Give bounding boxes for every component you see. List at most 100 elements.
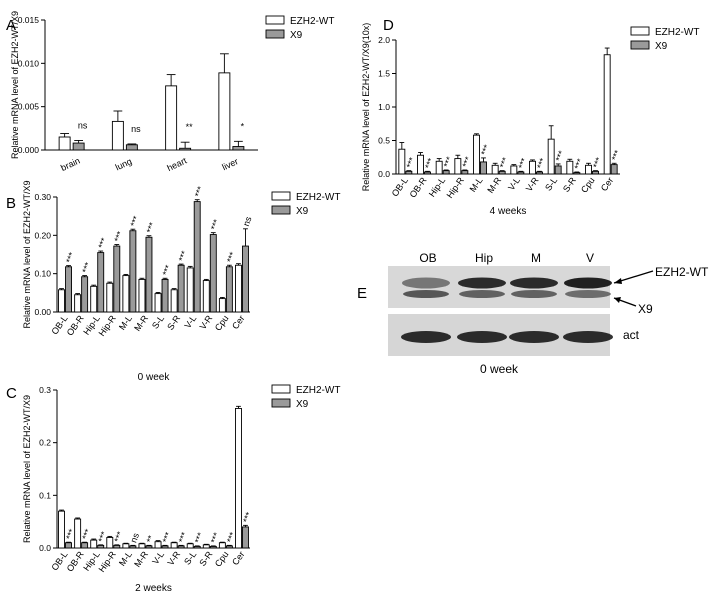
- blot-band-act: [563, 331, 613, 343]
- bar-b-ezh2-wt: [202, 280, 210, 313]
- blot-band-ezh2-wt: [402, 277, 450, 289]
- bar-b-x9: [209, 234, 217, 313]
- bar-b-x9: [177, 264, 185, 313]
- x-axis-title-b: 0 week: [138, 372, 171, 383]
- bar-d-ezh2-wt: [529, 160, 536, 175]
- y-tick-label-a: 0.015: [18, 15, 40, 25]
- significance-label-b: ***: [225, 250, 238, 264]
- blot-lane-labels: OB Hip M V: [419, 251, 594, 265]
- significance-label-d: ***: [479, 143, 492, 157]
- blot-band-act: [457, 331, 507, 343]
- y-tick-label-c: 0.3: [39, 385, 51, 395]
- bar-b-x9: [161, 278, 169, 313]
- y-tick-label-c: 0.0: [39, 543, 51, 553]
- significance-label-a: **: [186, 122, 194, 132]
- panel-letter-b: B: [6, 195, 16, 212]
- bar-d-ezh2-wt: [547, 138, 555, 175]
- legend-label-c-x9: X9: [296, 399, 309, 410]
- significance-label-b: ***: [144, 221, 157, 235]
- bar-c-x9: [177, 545, 185, 549]
- panel-letter-d: D: [383, 17, 394, 34]
- legend-label-b-x9: X9: [296, 206, 309, 217]
- x-axis-title-c: 2 weeks: [135, 583, 172, 594]
- panel-letter-c: C: [6, 385, 17, 402]
- y-axis-label-c: Relative mRNA level of EZH2-WT/X9: [22, 395, 32, 543]
- category-label-b: V-L: [182, 313, 198, 330]
- western-blot: OB Hip M V EZH2-WT X9 act 0 week: [388, 251, 709, 376]
- bar-b-x9: [193, 201, 201, 313]
- y-tick-label-b: 0.10: [34, 269, 51, 279]
- y-tick-label-d: 1.5: [378, 69, 390, 79]
- bar-c-ezh2-wt: [138, 543, 146, 549]
- bar-d-x9: [480, 161, 487, 175]
- bar-b-x9: [129, 230, 137, 313]
- legend-label-d-x9: X9: [655, 41, 668, 52]
- bar-b-ezh2-wt: [186, 267, 194, 313]
- bar-d-ezh2-wt: [454, 158, 462, 175]
- category-label-c: S-L: [182, 549, 198, 566]
- significance-label-d: ***: [610, 148, 623, 162]
- act-band-label: act: [623, 328, 640, 342]
- y-tick-label-c: 0.1: [39, 490, 51, 500]
- y-tick-label-b: 0.20: [34, 230, 51, 240]
- significance-label-d: ***: [404, 156, 417, 170]
- category-label-d: M-R: [485, 175, 503, 195]
- bar-d-x9: [424, 171, 431, 175]
- chart-d: 0.0 0.5 1.0 1.5 2.0 Relative mRNA level of EZ…: [361, 23, 699, 217]
- blot-lane-label: Hip: [475, 251, 493, 265]
- bar-d-x9: [610, 164, 618, 175]
- bar-a-ezh2-wt: [58, 136, 71, 151]
- legend-label-a-x9: X9: [290, 30, 303, 41]
- bar-c-ezh2-wt: [186, 543, 194, 549]
- legend-swatch-d-x9: [630, 40, 650, 50]
- bar-c-ezh2-wt: [74, 518, 82, 549]
- significance-label-c: ***: [241, 510, 254, 524]
- category-label-d: OB-L: [390, 175, 410, 198]
- category-label-b: Cer: [230, 313, 247, 331]
- blot-lane-label: V: [586, 251, 594, 265]
- blot-band-ezh2-wt: [510, 277, 558, 289]
- blot-band-ezh2-wt: [564, 277, 612, 289]
- legend-label-d-ezh2-wt: EZH2-WT: [655, 27, 699, 38]
- blot-lane-label: M: [531, 251, 541, 265]
- legend-swatch-d-ezh2-wt: [630, 26, 650, 36]
- y-axis-label-b: Relative mRNA level of EZH2-WT/X9: [22, 180, 32, 328]
- ezh2-wt-arrow-head: [614, 278, 622, 284]
- blot-band-x9: [403, 290, 449, 298]
- blot-band-x9: [511, 290, 557, 298]
- category-label-b: OB-R: [65, 313, 86, 338]
- significance-label-a: ns: [131, 124, 141, 134]
- bar-d-x9: [498, 170, 506, 175]
- significance-label-b: ***: [177, 249, 190, 263]
- x-axis-title-d: 4 weeks: [490, 206, 527, 217]
- significance-label-c: ***: [225, 530, 238, 544]
- significance-label-c: ***: [112, 530, 125, 544]
- bar-c-x9: [209, 545, 217, 549]
- category-label-c: Hip-R: [97, 549, 119, 574]
- category-label-b: Cpu: [213, 313, 231, 332]
- bar-b-x9: [97, 252, 105, 313]
- significance-label-c: ***: [161, 530, 174, 544]
- significance-label-a: *: [241, 121, 245, 131]
- ezh2-wt-band-label: EZH2-WT: [655, 265, 709, 279]
- category-label-b: M-R: [132, 313, 150, 333]
- bar-c-x9: [81, 542, 89, 549]
- blot-lane-label: OB: [419, 251, 436, 265]
- bar-c-ezh2-wt: [235, 407, 242, 549]
- bar-a-x9: [72, 142, 85, 151]
- legend-label-c-ezh2-wt: EZH2-WT: [296, 385, 340, 396]
- category-label-d: Cer: [599, 175, 616, 193]
- bar-d-x9: [461, 170, 469, 175]
- significance-label-c: ns: [128, 531, 141, 544]
- category-label-b: M-L: [117, 313, 134, 331]
- significance-label-b: ***: [80, 261, 93, 275]
- category-label-c: M-L: [117, 549, 134, 567]
- bar-d-x9: [592, 170, 599, 175]
- significance-label-b: ***: [112, 229, 125, 243]
- bar-b-x9: [242, 245, 249, 313]
- blot-upper-bands: [402, 277, 612, 298]
- chart-c: 0.0 0.1 0.2 0.3 Relative mRNA level of EZH2-…: [22, 384, 340, 594]
- legend-swatch-c-x9: [271, 398, 291, 408]
- significance-label-d: ***: [554, 149, 567, 163]
